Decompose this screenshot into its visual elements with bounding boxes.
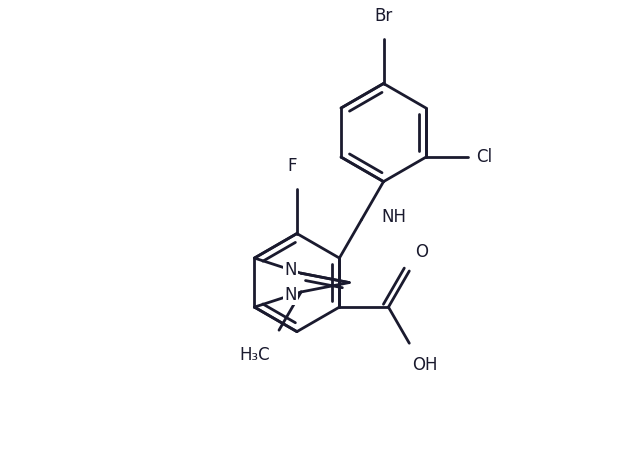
Text: F: F bbox=[287, 157, 297, 175]
Text: Cl: Cl bbox=[476, 148, 492, 166]
Text: N: N bbox=[284, 261, 296, 279]
Text: N: N bbox=[284, 286, 296, 304]
Text: NH: NH bbox=[381, 208, 406, 226]
Text: H₃C: H₃C bbox=[240, 346, 270, 364]
Text: O: O bbox=[415, 243, 428, 261]
Text: OH: OH bbox=[412, 356, 438, 374]
Text: Br: Br bbox=[374, 7, 393, 25]
